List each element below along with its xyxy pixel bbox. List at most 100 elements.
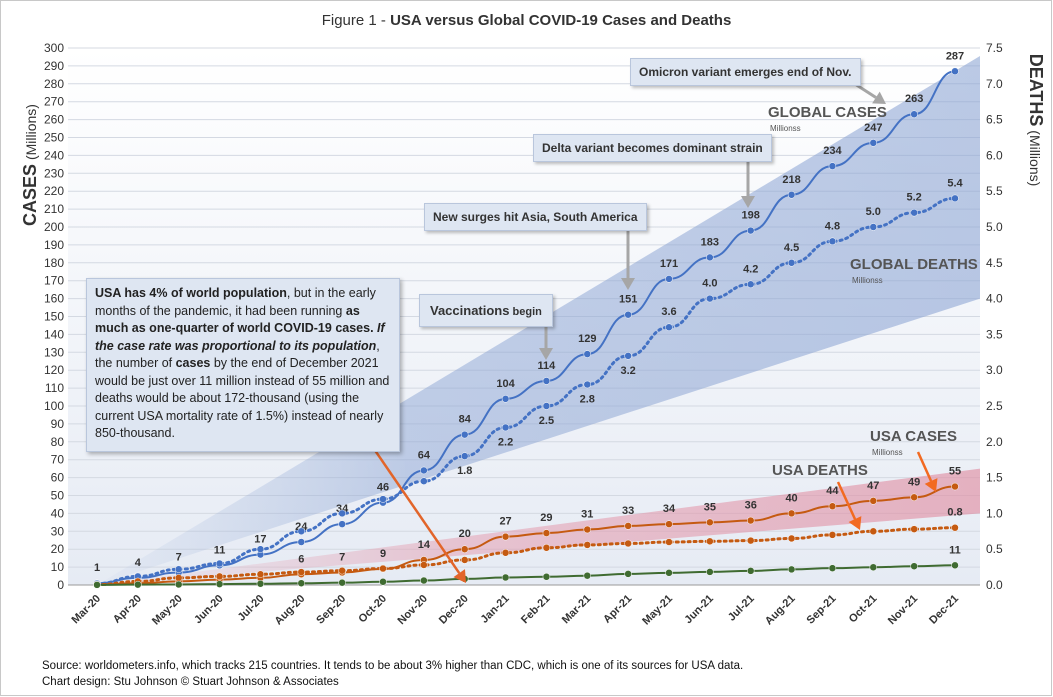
data-point — [460, 556, 469, 564]
data-point — [951, 482, 959, 491]
data-point — [297, 568, 306, 576]
data-point — [828, 564, 837, 572]
note-arrow-head — [453, 569, 466, 583]
data-point — [134, 580, 142, 589]
data-point — [706, 568, 714, 576]
right-tick-label: 5.5 — [986, 184, 1003, 198]
data-point — [951, 523, 959, 532]
data-label: 44 — [826, 485, 839, 497]
x-tick-label: Dec-20 — [437, 593, 471, 627]
vaccinations-callout: Vaccinations begin — [419, 294, 553, 327]
x-tick-label: Aug-21 — [763, 593, 798, 628]
right-tick-label: 4.5 — [986, 256, 1003, 270]
surges-callout: New surges hit Asia, South America — [424, 203, 647, 231]
data-point — [501, 573, 510, 582]
footer-source: Source: worldometers.info, which tracks … — [42, 660, 744, 672]
left-tick-label: 50 — [51, 489, 65, 503]
series-3: 0.8 — [93, 507, 963, 589]
data-label: 1.8 — [457, 465, 472, 477]
data-point — [542, 544, 551, 552]
data-point — [93, 581, 101, 589]
data-point — [910, 493, 918, 502]
data-point — [665, 323, 673, 331]
data-point — [828, 162, 837, 170]
vaccinations-rest: begin — [509, 306, 542, 318]
vaccinations-arrow-head — [539, 348, 553, 360]
data-point — [746, 536, 755, 545]
global-deaths-label: GLOBAL DEATHS — [850, 256, 978, 273]
data-point — [869, 139, 878, 147]
left-tick-label: 140 — [44, 327, 64, 341]
note-p3: as much as one-quarter of world COVID-19… — [95, 303, 374, 336]
left-tick-label: 40 — [51, 506, 65, 520]
left-tick-label: 80 — [51, 435, 65, 449]
left-tick-label: 70 — [51, 453, 65, 467]
left-tick-label: 220 — [44, 184, 64, 198]
series-1: 1.8 2.2 2.5 2.8 3.2 3.6 4.0 4.2 4.5 4.8 5.0 5.2 5.4 — [93, 177, 964, 588]
note-p1: USA has 4% of world population — [95, 286, 287, 300]
data-label: 198 — [742, 210, 760, 222]
data-label: 4.5 — [784, 242, 799, 254]
data-label: 1 — [94, 562, 100, 574]
data-label: 84 — [459, 414, 472, 426]
usa-cases-sub: Millionss — [872, 448, 903, 457]
left-tick-label: 110 — [45, 381, 64, 395]
x-tick-label: Jan-21 — [479, 593, 512, 626]
data-point — [706, 294, 714, 303]
data-label: 64 — [418, 449, 431, 461]
left-tick-label: 290 — [44, 59, 64, 73]
data-label: 151 — [619, 294, 637, 306]
left-tick-label: 120 — [44, 363, 64, 377]
data-label: 35 — [704, 501, 716, 513]
right-tick-label: 5.0 — [986, 220, 1003, 234]
left-tick-label: 210 — [44, 202, 64, 216]
note-p7: by the end of December 2021 would be jus… — [95, 356, 390, 440]
data-label: 5.0 — [866, 206, 881, 218]
right-tick-label: 3.5 — [986, 327, 1003, 341]
data-label: 46 — [377, 482, 389, 494]
data-point — [624, 522, 632, 530]
usa-cases-arrow-shaft — [916, 451, 933, 482]
right-tick-label: 7.5 — [986, 41, 1003, 55]
data-point — [706, 253, 714, 262]
x-tick-label: Mar-21 — [560, 593, 594, 627]
data-point — [828, 237, 837, 246]
data-label: 47 — [867, 480, 879, 492]
data-label: 31 — [581, 509, 593, 521]
data-point — [460, 452, 469, 460]
left-tick-label: 240 — [44, 148, 64, 162]
data-label: 4.0 — [702, 278, 717, 290]
x-tick-label: Dec-21 — [927, 593, 961, 627]
x-tick-label: Oct-20 — [356, 593, 389, 626]
omicron-text: Omicron variant emerges end of Nov. — [639, 65, 852, 79]
series-layer: 1 4 71117243446648410411412915117118319821… — [93, 50, 964, 589]
data-label: 4.2 — [743, 263, 758, 275]
data-point — [665, 538, 673, 546]
data-label: 36 — [745, 500, 757, 512]
left-tick-label: 230 — [44, 166, 64, 180]
delta-callout: Delta variant becomes dominant strain — [533, 134, 772, 162]
right-tick-label: 2.5 — [986, 399, 1003, 413]
data-point — [706, 518, 714, 527]
left-axis-title: CASES (Millions) — [20, 104, 40, 226]
data-point — [787, 565, 796, 574]
data-label: 7 — [176, 551, 182, 563]
right-tick-label: 3.0 — [986, 363, 1003, 377]
data-label: 2.5 — [539, 415, 554, 427]
x-tick-label: Feb-21 — [519, 593, 553, 627]
data-point — [256, 545, 265, 553]
left-tick-label: 160 — [44, 292, 64, 306]
usa-deaths-arrow-shaft — [836, 481, 857, 520]
left-tick-label: 90 — [51, 417, 65, 431]
left-tick-label: 200 — [44, 220, 64, 234]
data-point — [501, 395, 510, 403]
x-tick-label: Jul-21 — [726, 593, 757, 624]
surges-arrow-head — [621, 278, 635, 290]
data-point — [951, 561, 959, 570]
data-point — [624, 310, 632, 319]
x-tick-label: Apr-21 — [601, 593, 634, 626]
data-label: 9 — [380, 548, 386, 560]
data-point — [746, 280, 755, 289]
note-p5: , the number of — [95, 338, 380, 371]
title-main: USA versus Global COVID-19 Cases and Dea… — [390, 12, 732, 29]
